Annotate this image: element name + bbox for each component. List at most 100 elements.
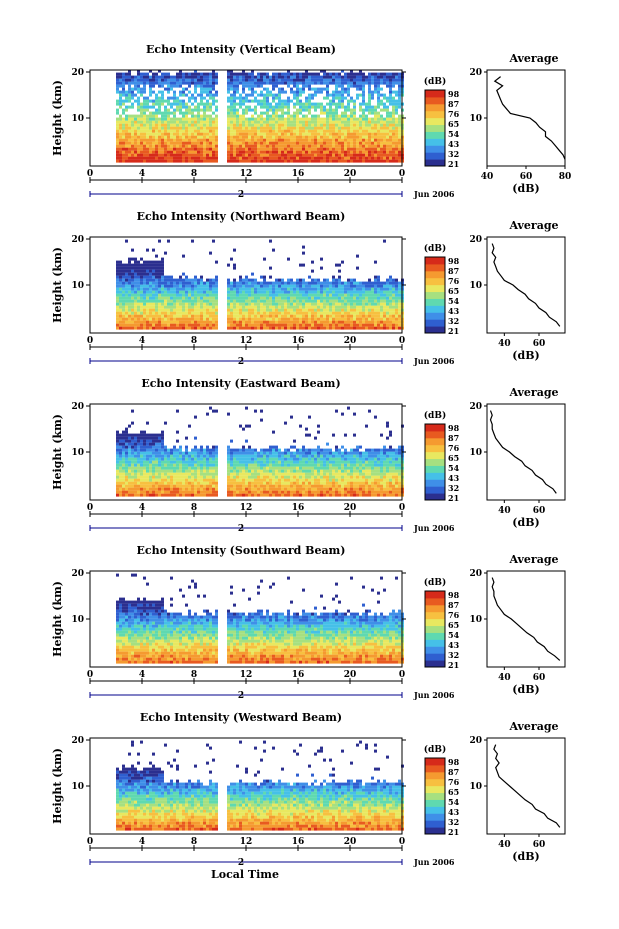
heatmap-cell <box>173 154 176 157</box>
heatmap-cell <box>374 118 377 121</box>
heatmap-cell <box>242 97 245 100</box>
heatmap-cell <box>278 148 281 151</box>
heatmap-cell <box>128 154 131 157</box>
heatmap-cell <box>377 157 380 160</box>
heatmap-cell <box>293 285 296 288</box>
heatmap-cell <box>323 121 326 124</box>
heatmap-cell <box>197 109 200 112</box>
heatmap-cell <box>254 97 257 100</box>
heatmap-cell <box>281 303 284 306</box>
heatmap-cell <box>233 309 236 312</box>
heatmap-cell <box>242 291 245 294</box>
heatmap-cell <box>260 106 263 109</box>
heatmap-cell <box>155 455 158 458</box>
heatmap-cell <box>359 315 362 318</box>
heatmap-cell <box>116 151 119 154</box>
heatmap-cell <box>266 73 269 76</box>
heatmap-cell <box>206 494 209 497</box>
heatmap-cell <box>296 306 299 309</box>
heatmap-cell <box>251 109 254 112</box>
heatmap-cell <box>227 482 230 485</box>
heatmap-cell <box>287 145 290 148</box>
heatmap-cell <box>140 91 143 94</box>
heatmap-cell <box>182 154 185 157</box>
heatmap-cell <box>383 324 386 327</box>
heatmap-cell <box>257 154 260 157</box>
heatmap-cell <box>377 315 380 318</box>
heatmap-cell <box>353 73 356 76</box>
heatmap-cell <box>380 124 383 127</box>
heatmap-cell <box>296 73 299 76</box>
heatmap-cell <box>392 127 395 130</box>
heatmap-cell <box>260 285 263 288</box>
heatmap-cell <box>329 309 332 312</box>
heatmap-cell <box>278 327 281 330</box>
heatmap-cell <box>155 467 158 470</box>
heatmap-cell <box>302 91 305 94</box>
heatmap-cell <box>143 85 146 88</box>
heatmap-cell <box>137 151 140 154</box>
heatmap-cell <box>383 97 386 100</box>
heatmap-cell <box>170 133 173 136</box>
heatmap-cell <box>317 106 320 109</box>
heatmap-cell <box>263 88 266 91</box>
heatmap-cell <box>344 73 347 76</box>
heatmap-cell <box>314 306 317 309</box>
heatmap-cell <box>170 285 173 288</box>
heatmap-cell <box>149 112 152 115</box>
heatmap-cell <box>215 130 218 133</box>
heatmap-cell <box>308 121 311 124</box>
heatmap-cell <box>338 142 341 145</box>
heatmap-cell <box>302 142 305 145</box>
heatmap-cell <box>149 270 152 273</box>
heatmap-cell <box>272 285 275 288</box>
heatmap-cell <box>326 318 329 321</box>
heatmap-cell <box>281 321 284 324</box>
heatmap-cell <box>257 121 260 124</box>
heatmap-cell <box>275 282 278 285</box>
heatmap-cell <box>233 91 236 94</box>
heatmap-cell <box>182 139 185 142</box>
colorbar-segment <box>425 145 445 152</box>
heatmap-cell <box>353 157 356 160</box>
heatmap-cell <box>332 100 335 103</box>
heatmap-cell <box>191 458 194 461</box>
heatmap-cell <box>197 321 200 324</box>
heatmap-cell <box>359 118 362 121</box>
heatmap-cell <box>314 139 317 142</box>
heatmap-cell <box>131 124 134 127</box>
heatmap-cell <box>281 291 284 294</box>
heatmap-cell <box>392 100 395 103</box>
heatmap-cell <box>161 130 164 133</box>
heatmap-cell <box>119 446 122 449</box>
heatmap-cell <box>203 488 206 491</box>
heatmap-cell <box>266 306 269 309</box>
heatmap-cell <box>233 139 236 142</box>
heatmap-cell <box>230 294 233 297</box>
heatmap-cell <box>278 312 281 315</box>
heatmap-cell <box>161 139 164 142</box>
heatmap-cell <box>116 458 119 461</box>
heatmap-cell <box>209 145 212 148</box>
heatmap-cell <box>338 270 341 273</box>
heatmap-cell <box>335 288 338 291</box>
heatmap-cell <box>191 306 194 309</box>
heatmap-cell <box>176 73 179 76</box>
heatmap-cell <box>137 488 140 491</box>
heatmap-cell <box>140 303 143 306</box>
heatmap-cell <box>134 488 137 491</box>
heatmap-cell <box>266 300 269 303</box>
heatmap-cell <box>179 306 182 309</box>
heatmap-cell <box>200 109 203 112</box>
heatmap-cell <box>239 79 242 82</box>
heatmap-cell <box>200 464 203 467</box>
heatmap-cell <box>398 309 401 312</box>
heatmap-cell <box>191 279 194 282</box>
heatmap-cell <box>188 154 191 157</box>
heatmap-cell <box>158 154 161 157</box>
heatmap-cell <box>230 142 233 145</box>
heatmap-cell <box>134 270 137 273</box>
colorbar-segment <box>425 118 445 125</box>
heatmap-cell <box>236 291 239 294</box>
heatmap-cell <box>398 327 401 330</box>
